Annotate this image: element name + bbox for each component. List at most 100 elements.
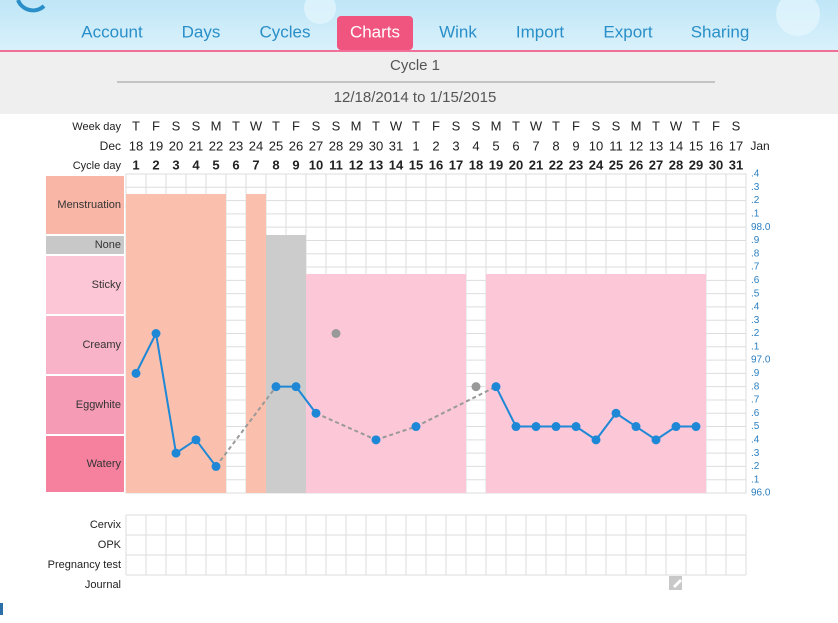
temp-point: [531, 422, 541, 432]
date: 20: [169, 138, 183, 153]
weekday: F: [712, 118, 720, 133]
fluid-row-label-bg: [46, 236, 124, 254]
nav-tab[interactable]: Cycles: [259, 22, 310, 41]
cycle-day: 5: [212, 157, 219, 172]
date: 24: [249, 138, 263, 153]
date: 25: [269, 138, 283, 153]
date: 10: [589, 138, 603, 153]
fluid-bar: [186, 194, 206, 493]
journal-icon[interactable]: [669, 576, 682, 590]
cycle-day: 6: [232, 157, 239, 172]
y-tick-label: .8: [751, 381, 760, 392]
cycle-day: 26: [629, 157, 643, 172]
date: 8: [552, 138, 559, 153]
temp-point: [511, 422, 521, 432]
extra-row-label: Pregnancy test: [48, 559, 121, 571]
fluid-bar: [266, 235, 286, 493]
date: 21: [189, 138, 203, 153]
fluid-bar: [246, 194, 266, 493]
y-tick-label: .5: [751, 288, 760, 299]
cycle-day: 22: [549, 157, 563, 172]
y-tick-label: .1: [751, 209, 760, 220]
y-tick-label: .4: [751, 302, 760, 313]
weekday: S: [452, 118, 461, 133]
date: 13: [649, 138, 663, 153]
cycle-day: 4: [192, 157, 200, 172]
cycle-day: 17: [449, 157, 463, 172]
fluid-bar: [546, 274, 566, 493]
nav-tab[interactable]: Account: [81, 22, 143, 41]
weekday: S: [172, 118, 181, 133]
fluid-bar: [426, 274, 446, 493]
date: 22: [209, 138, 223, 153]
date: 23: [229, 138, 243, 153]
row-label: Week day: [72, 121, 121, 133]
cycle-day: 19: [489, 157, 503, 172]
cycle-day: 12: [349, 157, 363, 172]
y-tick-label: .1: [751, 341, 760, 352]
date: 29: [349, 138, 363, 153]
temp-point: [131, 368, 141, 378]
bubble: [776, 0, 820, 36]
date: 19: [149, 138, 163, 153]
date: 30: [369, 138, 383, 153]
nav-tab[interactable]: Days: [182, 22, 221, 41]
weekday: T: [372, 118, 380, 133]
fluid-row-label-bg: [46, 376, 124, 434]
nav-tab[interactable]: Import: [516, 22, 564, 41]
weekday: T: [272, 118, 280, 133]
date: 3: [452, 138, 459, 153]
weekday: W: [530, 118, 543, 133]
nav-bar: [0, 0, 838, 50]
y-tick-label: .4: [751, 169, 760, 180]
y-tick-label: .9: [751, 235, 760, 246]
weekday: S: [612, 118, 621, 133]
temp-point: [591, 435, 601, 445]
fluid-bar: [286, 235, 306, 493]
cycle-day: 1: [132, 157, 139, 172]
fluid-row-label: None: [95, 239, 121, 251]
weekday: S: [312, 118, 321, 133]
weekday: F: [152, 118, 160, 133]
y-tick-label: .8: [751, 248, 760, 259]
temp-gap-line: [215, 386, 277, 468]
temp-point: [411, 422, 421, 432]
y-tick-label: 97.0: [751, 355, 771, 366]
nav-tab[interactable]: Export: [603, 22, 652, 41]
temp-point: [331, 329, 341, 338]
date: 16: [709, 138, 723, 153]
y-tick-label: .3: [751, 448, 760, 459]
nav-tab[interactable]: Sharing: [691, 22, 750, 41]
fluid-bar: [306, 274, 326, 493]
nav-tab[interactable]: Wink: [439, 22, 477, 41]
y-tick-label: .6: [751, 408, 760, 419]
weekday: W: [250, 118, 263, 133]
date: 31: [389, 138, 403, 153]
weekday: M: [211, 118, 222, 133]
weekday: W: [670, 118, 683, 133]
temp-point: [171, 448, 181, 458]
cycle-day: 11: [329, 157, 343, 172]
fluid-bar: [606, 274, 626, 493]
cycle-dates: 12/18/2014 to 1/15/2015: [334, 89, 497, 106]
header-band: [0, 52, 838, 114]
date: 18: [129, 138, 143, 153]
y-tick-label: .2: [751, 461, 760, 472]
extra-row-label: Cervix: [90, 519, 122, 531]
temp-point: [631, 422, 641, 432]
weekday: F: [432, 118, 440, 133]
cycle-day: 18: [469, 157, 483, 172]
month-label: Jan: [750, 139, 769, 153]
fluid-row-label: Eggwhite: [76, 399, 121, 411]
weekday: T: [412, 118, 420, 133]
weekday: T: [692, 118, 700, 133]
weekday: M: [491, 118, 502, 133]
y-tick-label: .5: [751, 421, 760, 432]
weekday: S: [192, 118, 201, 133]
fluid-bar: [686, 274, 706, 493]
weekday: W: [390, 118, 403, 133]
nav-tab[interactable]: Charts: [350, 22, 400, 41]
temp-point: [571, 422, 581, 432]
temp-point: [211, 461, 221, 471]
